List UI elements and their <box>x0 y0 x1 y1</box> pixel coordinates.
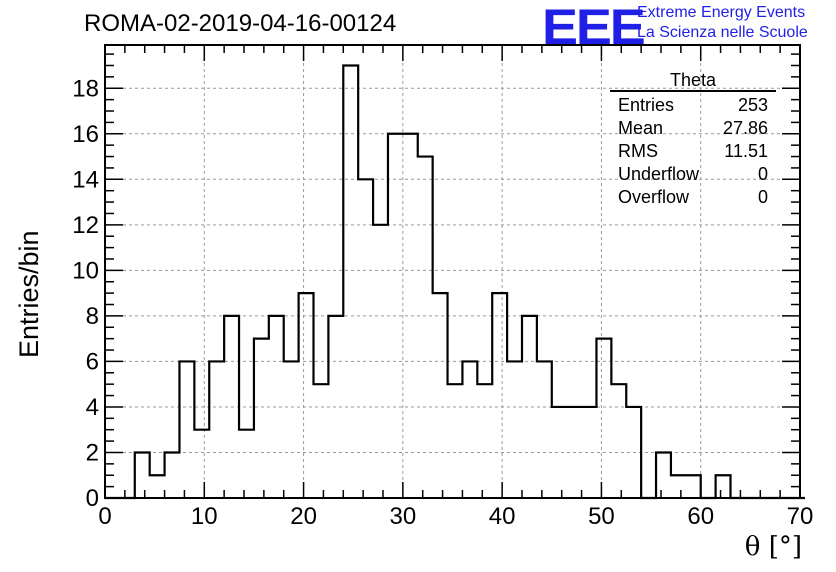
x-tick-label: 50 <box>588 503 615 530</box>
histogram-bin <box>209 361 224 498</box>
histogram-bin <box>299 293 314 498</box>
histogram-bin <box>716 475 731 498</box>
stats-row-mean: Mean 27.86 <box>610 117 776 140</box>
stats-row-entries: Entries 253 <box>610 94 776 117</box>
histogram-bin <box>448 384 463 498</box>
axis-ticks <box>104 45 801 499</box>
histogram-bin <box>462 361 477 498</box>
eee-logo: EEE <box>542 0 646 55</box>
logo-line-1: Extreme Energy Events <box>637 4 806 21</box>
histogram-bin <box>179 361 194 498</box>
histogram-bin <box>671 475 686 498</box>
stats-value: 0 <box>757 164 768 184</box>
plot-frame <box>104 44 801 499</box>
stats-box: Theta Entries 253 Mean 27.86 RMS 11.51 U… <box>610 70 776 209</box>
stats-label: Underflow <box>618 164 700 184</box>
stats-row-overflow: Overflow 0 <box>610 186 776 209</box>
stats-label: Entries <box>618 95 675 115</box>
stats-value: 27.86 <box>722 118 768 138</box>
stats-value: 0 <box>757 187 768 207</box>
x-tick-label: 60 <box>687 503 714 530</box>
logo-line-2: La Scienza nelle Scuole <box>637 24 808 41</box>
stats-label: Mean <box>618 118 664 138</box>
histogram-bin <box>596 339 611 498</box>
stats-value: 253 <box>737 95 768 115</box>
y-tick-label: 6 <box>86 348 99 375</box>
x-tick-label: 10 <box>191 503 218 530</box>
histogram-bin <box>194 430 209 498</box>
x-tick-label: 20 <box>290 503 317 530</box>
histogram-bin <box>686 475 701 498</box>
stats-title: Theta <box>610 70 776 92</box>
y-tick-label: 0 <box>86 485 99 512</box>
y-tick-label: 18 <box>72 75 99 102</box>
y-tick-label: 12 <box>72 212 99 239</box>
histogram-bin <box>343 65 358 498</box>
histogram-bin <box>284 361 299 498</box>
y-tick-label: 10 <box>72 257 99 284</box>
run-title: ROMA-02-2019-04-16-00124 <box>84 10 397 37</box>
histogram-bin <box>418 157 433 498</box>
histogram-bin <box>254 339 269 498</box>
histogram-bin <box>135 452 150 498</box>
y-tick-label: 2 <box>86 439 99 466</box>
histogram-bin <box>150 475 165 498</box>
histogram-bin <box>314 384 329 498</box>
x-tick-label: 40 <box>489 503 516 530</box>
histogram-bin <box>537 361 552 498</box>
histogram-bin <box>611 384 626 498</box>
histogram-bin <box>552 407 567 498</box>
histogram-bin <box>507 361 522 498</box>
histogram-bin <box>239 430 254 498</box>
histogram-outline <box>105 64 805 500</box>
stats-row-rms: RMS 11.51 <box>610 140 776 163</box>
x-tick-label: 0 <box>98 503 111 530</box>
histogram-bin <box>477 384 492 498</box>
y-tick-label: 4 <box>86 394 99 421</box>
x-tick-label: 30 <box>390 503 417 530</box>
histogram-bin <box>522 316 537 498</box>
x-tick-label: 70 <box>787 503 814 530</box>
y-axis-label: Entries/bin <box>14 230 44 358</box>
histogram-bin <box>433 293 448 498</box>
y-tick-label: 14 <box>72 166 99 193</box>
x-axis-label: θ [°] <box>744 532 802 562</box>
y-tick-label: 8 <box>86 303 99 330</box>
stats-row-underflow: Underflow 0 <box>610 163 776 186</box>
stats-label: Overflow <box>618 187 690 207</box>
stats-label: RMS <box>618 141 658 161</box>
histogram-bin <box>165 452 180 498</box>
histogram-bin <box>358 179 373 498</box>
stats-value: 11.51 <box>724 141 768 161</box>
histogram-bin <box>656 452 671 498</box>
axis-tick-labels: 0 10 20 30 40 50 60 70 0 2 4 6 8 10 12 14 16 18 <box>72 75 813 530</box>
y-tick-label: 16 <box>72 121 99 148</box>
histogram-bin <box>582 407 597 498</box>
histogram-bin <box>492 293 507 498</box>
